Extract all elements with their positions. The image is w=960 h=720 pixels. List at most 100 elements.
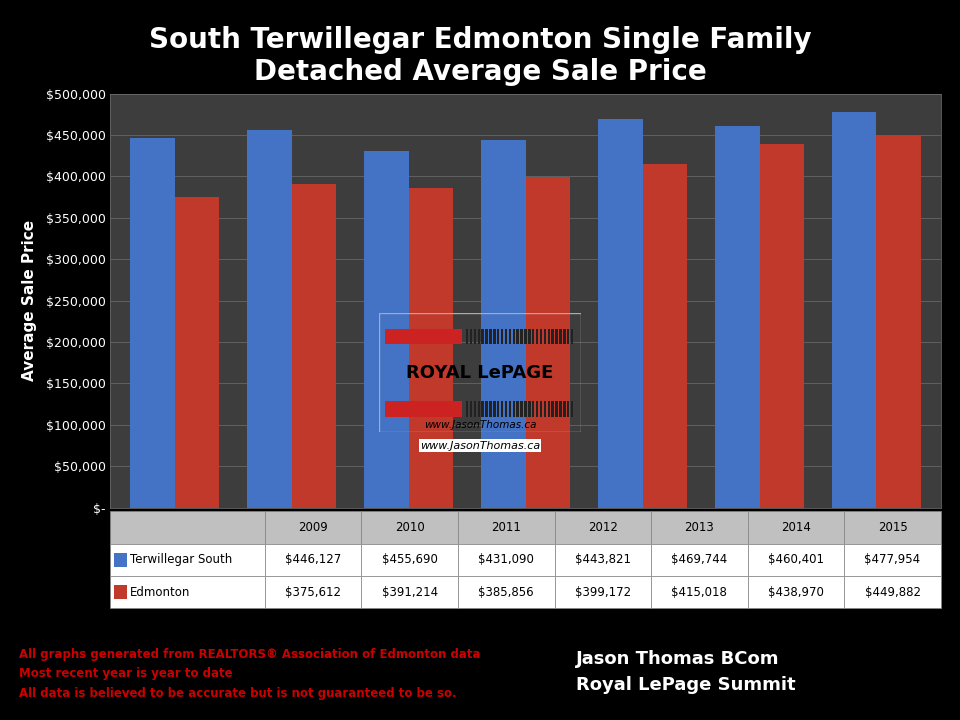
Bar — [528, 401, 531, 417]
Text: $460,401: $460,401 — [768, 553, 824, 567]
Bar — [113, 552, 127, 567]
Bar — [748, 576, 844, 608]
Bar — [481, 140, 526, 508]
Text: Detached Average Sale Price: Detached Average Sale Price — [253, 58, 707, 86]
Y-axis label: Average Sale Price: Average Sale Price — [22, 220, 37, 381]
Text: $391,214: $391,214 — [382, 585, 438, 599]
Text: Royal LePage Summit: Royal LePage Summit — [576, 677, 796, 694]
Bar — [642, 164, 687, 508]
Bar — [526, 177, 570, 508]
Bar — [477, 401, 480, 417]
Text: www.JasonThomas.ca: www.JasonThomas.ca — [420, 441, 540, 451]
Bar — [551, 401, 554, 417]
Bar — [844, 511, 941, 544]
Bar — [832, 112, 876, 508]
Bar — [265, 576, 362, 608]
Bar — [265, 511, 362, 544]
Text: $415,018: $415,018 — [671, 585, 728, 599]
Bar — [490, 401, 492, 417]
Bar — [458, 511, 555, 544]
Bar — [493, 328, 495, 344]
Text: $477,954: $477,954 — [864, 553, 921, 567]
Bar — [409, 188, 453, 508]
Bar — [364, 150, 409, 508]
Text: 2015: 2015 — [877, 521, 907, 534]
Bar — [362, 544, 458, 576]
Bar — [564, 328, 565, 344]
Bar — [571, 328, 573, 344]
Bar — [551, 328, 554, 344]
Bar — [547, 401, 550, 417]
Bar — [532, 401, 535, 417]
Text: $449,882: $449,882 — [865, 585, 921, 599]
Bar — [524, 328, 527, 344]
Bar — [651, 576, 748, 608]
Bar — [466, 328, 468, 344]
Bar — [598, 119, 642, 508]
Bar — [486, 401, 488, 417]
Text: $469,744: $469,744 — [671, 553, 728, 567]
Bar — [516, 401, 518, 417]
Bar — [481, 401, 484, 417]
Bar — [651, 511, 748, 544]
Text: 2014: 2014 — [781, 521, 811, 534]
Bar — [292, 184, 336, 508]
Bar — [458, 544, 555, 576]
Text: $431,090: $431,090 — [478, 553, 534, 567]
Text: $455,690: $455,690 — [382, 553, 438, 567]
Bar — [362, 576, 458, 608]
Bar — [555, 544, 651, 576]
Bar — [505, 401, 507, 417]
Bar — [876, 135, 921, 508]
Bar — [490, 328, 492, 344]
Bar — [486, 328, 488, 344]
Text: ROYAL LePAGE: ROYAL LePAGE — [406, 364, 554, 382]
Bar — [520, 328, 523, 344]
Bar — [564, 401, 565, 417]
Text: South Terwillegar Edmonton Single Family: South Terwillegar Edmonton Single Family — [149, 26, 811, 53]
Text: Terwillegar South: Terwillegar South — [131, 553, 232, 567]
Bar — [844, 544, 941, 576]
Bar — [559, 328, 562, 344]
Bar — [513, 401, 515, 417]
Bar — [501, 401, 503, 417]
Bar — [175, 197, 219, 508]
Text: $438,970: $438,970 — [768, 585, 824, 599]
Bar — [528, 328, 531, 344]
Bar — [110, 576, 265, 608]
Bar — [513, 328, 515, 344]
Bar — [477, 328, 480, 344]
Text: Most recent year is year to date: Most recent year is year to date — [19, 667, 233, 680]
Bar — [547, 328, 550, 344]
Text: 2012: 2012 — [588, 521, 618, 534]
Bar — [505, 328, 507, 344]
Bar — [509, 328, 511, 344]
Bar — [543, 401, 546, 417]
Bar — [466, 401, 468, 417]
Text: $385,856: $385,856 — [478, 585, 534, 599]
Bar — [113, 585, 127, 600]
Bar — [532, 328, 535, 344]
Text: $375,612: $375,612 — [285, 585, 341, 599]
Bar — [497, 401, 499, 417]
Bar — [385, 328, 462, 344]
Bar — [759, 144, 804, 508]
Bar — [571, 401, 573, 417]
Bar — [501, 328, 503, 344]
Bar — [555, 328, 558, 344]
Bar — [555, 401, 558, 417]
Text: Jason Thomas BCom: Jason Thomas BCom — [576, 649, 780, 668]
Bar — [248, 130, 292, 508]
Bar — [844, 576, 941, 608]
Text: www.JasonThomas.ca: www.JasonThomas.ca — [423, 420, 537, 430]
Bar — [748, 544, 844, 576]
Bar — [748, 511, 844, 544]
Bar — [481, 328, 484, 344]
Bar — [543, 328, 546, 344]
Bar — [567, 401, 569, 417]
Bar — [536, 401, 539, 417]
Bar — [265, 544, 362, 576]
Bar — [473, 328, 476, 344]
Text: $399,172: $399,172 — [575, 585, 631, 599]
Bar — [524, 401, 527, 417]
